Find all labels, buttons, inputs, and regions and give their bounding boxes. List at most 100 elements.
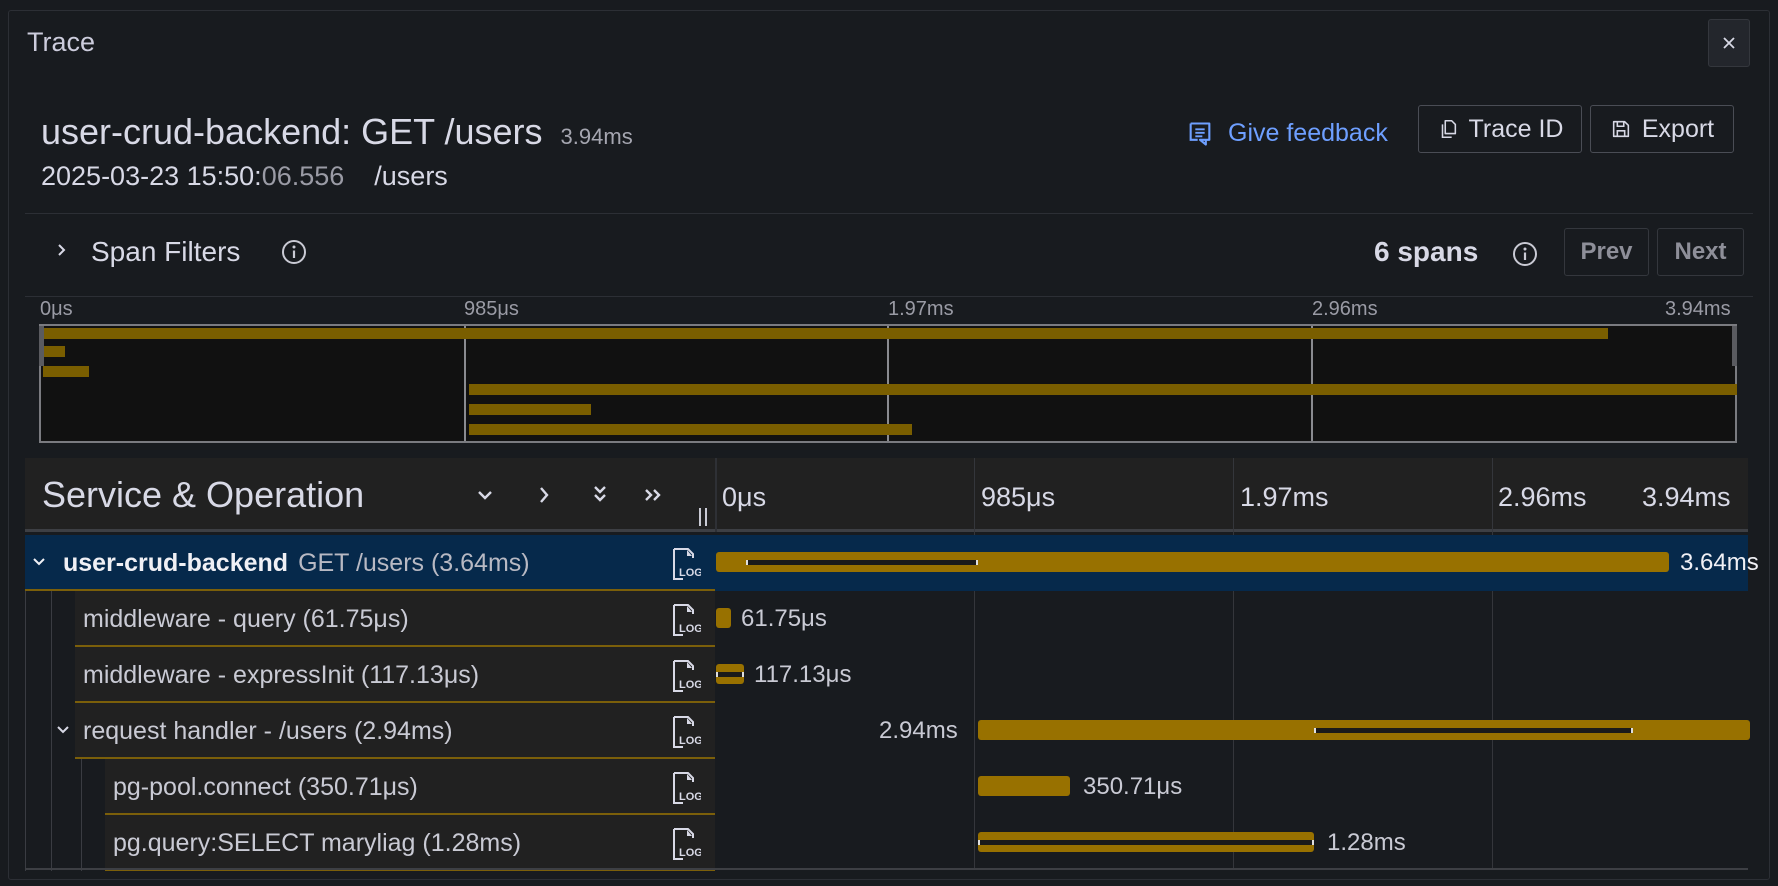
prev-button[interactable]: Prev bbox=[1564, 228, 1649, 276]
span-name-cell[interactable]: user-crud-backend GET /users (3.64ms) LOG bbox=[25, 535, 715, 591]
log-icon[interactable]: LOG bbox=[671, 827, 701, 861]
span-name-cell[interactable]: request handler - /users (2.94ms) LOG bbox=[57, 703, 715, 759]
span-bar[interactable] bbox=[978, 832, 1314, 852]
log-icon[interactable]: LOG bbox=[671, 603, 701, 637]
span-bar[interactable] bbox=[716, 552, 1669, 572]
table-bottom-border bbox=[25, 868, 1748, 870]
operation-name: pg-pool.connect (350.71μs) bbox=[113, 773, 418, 801]
span-name-cell[interactable]: middleware - query (61.75μs) LOG bbox=[75, 591, 715, 647]
next-button[interactable]: Next bbox=[1657, 228, 1744, 276]
span-timeline-cell[interactable]: 1.28ms bbox=[715, 815, 1748, 871]
span-timeline-cell[interactable]: 61.75μs bbox=[715, 591, 1748, 647]
close-button[interactable] bbox=[1708, 19, 1750, 67]
span-timeline-cell[interactable]: 3.64ms bbox=[715, 535, 1759, 591]
log-icon[interactable]: LOG bbox=[671, 659, 701, 693]
span-duration-label: 117.13μs bbox=[754, 661, 852, 688]
svg-text:LOG: LOG bbox=[679, 847, 701, 859]
minimap-span-bar bbox=[43, 366, 89, 377]
trace-minimap[interactable] bbox=[39, 324, 1737, 443]
minimap-gridline bbox=[464, 326, 466, 441]
span-row[interactable]: pg-pool.connect (350.71μs) LOG 350.71μs bbox=[25, 759, 1748, 815]
collapse-all-icon[interactable] bbox=[587, 482, 613, 508]
svg-text:LOG: LOG bbox=[679, 567, 701, 579]
column-title-service-operation: Service & Operation bbox=[42, 474, 365, 515]
span-row[interactable]: pg.query:SELECT maryliag (1.28ms) LOG 1.… bbox=[25, 815, 1748, 871]
info-icon[interactable] bbox=[1511, 240, 1539, 268]
table-header: Service & Operation 0μs 985μs 1.97ms 2.9… bbox=[25, 458, 1748, 532]
span-self-time bbox=[716, 672, 744, 677]
log-icon[interactable]: LOG bbox=[671, 771, 701, 805]
trace-name: user-crud-backend: GET /users bbox=[41, 111, 543, 152]
span-row[interactable]: middleware - query (61.75μs) LOG 61.75μs bbox=[25, 591, 1748, 647]
span-bar[interactable] bbox=[716, 664, 744, 684]
info-icon[interactable] bbox=[280, 238, 308, 266]
log-icon[interactable]: LOG bbox=[671, 547, 701, 581]
minimap-gridline bbox=[1311, 326, 1313, 441]
minimap-gridline bbox=[887, 326, 889, 441]
span-duration-label: 1.28ms bbox=[1327, 829, 1406, 856]
chevron-down-icon[interactable] bbox=[31, 553, 47, 569]
span-duration-label: 3.64ms bbox=[1680, 549, 1759, 576]
span-filters-toggle[interactable]: Span Filters bbox=[91, 236, 241, 267]
span-row[interactable]: middleware - expressInit (117.13μs) LOG … bbox=[25, 647, 1748, 703]
give-feedback-link[interactable]: Give feedback bbox=[1186, 119, 1388, 148]
operation-name: request handler - /users (2.94ms) bbox=[83, 717, 453, 745]
timeline-tick: 0μs bbox=[722, 482, 767, 512]
minimap-tick: 3.94ms bbox=[1665, 298, 1731, 320]
collapse-one-icon[interactable] bbox=[472, 482, 498, 508]
span-name-cell[interactable]: pg-pool.connect (350.71μs) LOG bbox=[105, 759, 715, 815]
log-icon[interactable]: LOG bbox=[671, 715, 701, 749]
span-timeline-cell[interactable]: 117.13μs bbox=[715, 647, 1748, 703]
minimap-span-bar bbox=[43, 346, 65, 357]
minimap-right-handle[interactable] bbox=[1732, 326, 1737, 366]
divider bbox=[25, 296, 1753, 297]
span-bar[interactable] bbox=[978, 720, 1750, 740]
span-self-time bbox=[746, 560, 978, 565]
timeline-gridline bbox=[1492, 458, 1493, 532]
close-icon bbox=[1723, 37, 1735, 49]
timeline-tick: 3.94ms bbox=[1642, 482, 1731, 512]
timeline-gridline bbox=[1233, 458, 1234, 532]
span-count: 6 spans bbox=[1374, 236, 1479, 267]
minimap-span-bar bbox=[469, 424, 912, 435]
export-button[interactable]: Export bbox=[1590, 105, 1734, 153]
span-row[interactable]: request handler - /users (2.94ms) LOG 2.… bbox=[25, 703, 1750, 759]
svg-text:LOG: LOG bbox=[679, 735, 701, 747]
timeline-gridline bbox=[974, 532, 975, 870]
minimap-tick: 985μs bbox=[464, 298, 519, 320]
minimap-tick: 2.96ms bbox=[1312, 298, 1378, 320]
trace-url: /users bbox=[374, 161, 448, 191]
span-name-cell[interactable]: middleware - expressInit (117.13μs) LOG bbox=[75, 647, 715, 703]
span-row[interactable]: user-crud-backend GET /users (3.64ms) LOG… bbox=[25, 535, 1759, 591]
span-bar[interactable] bbox=[978, 776, 1070, 796]
span-filters-bar: Span Filters 6 spans Prev Next bbox=[25, 214, 1753, 296]
span-self-time bbox=[1314, 728, 1633, 733]
expand-all-icon[interactable] bbox=[641, 482, 667, 508]
span-name-cell[interactable]: pg.query:SELECT maryliag (1.28ms) LOG bbox=[105, 815, 715, 871]
expand-one-icon[interactable] bbox=[531, 482, 557, 508]
operation-name: middleware - query (61.75μs) bbox=[83, 605, 409, 633]
column-resize-handle[interactable] bbox=[699, 508, 709, 526]
trace-duration: 3.94ms bbox=[560, 124, 633, 149]
minimap-span-bar bbox=[43, 328, 1608, 339]
timeline-tick: 2.96ms bbox=[1498, 482, 1587, 512]
timeline-tick: 1.97ms bbox=[1240, 482, 1329, 512]
trace-id-button[interactable]: Trace ID bbox=[1418, 105, 1582, 153]
span-timeline-cell[interactable]: 2.94ms bbox=[715, 703, 1750, 759]
svg-text:LOG: LOG bbox=[679, 623, 701, 635]
chevron-down-icon[interactable] bbox=[55, 721, 71, 737]
minimap-left-handle[interactable] bbox=[39, 326, 44, 366]
minimap-tick: 0μs bbox=[40, 298, 73, 320]
service-name: user-crud-backend bbox=[63, 549, 289, 577]
timeline-tick: 985μs bbox=[981, 482, 1056, 512]
timeline-gridline bbox=[974, 458, 975, 532]
panel-title: Trace bbox=[27, 27, 96, 57]
feedback-label: Give feedback bbox=[1228, 119, 1388, 147]
span-duration-label: 2.94ms bbox=[879, 717, 958, 744]
trace-title: user-crud-backend: GET /users 3.94ms bbox=[41, 111, 633, 153]
chevron-right-icon[interactable] bbox=[53, 238, 71, 262]
operation-name: middleware - expressInit (117.13μs) bbox=[83, 661, 480, 689]
copy-icon bbox=[1441, 119, 1456, 139]
span-timeline-cell[interactable]: 350.71μs bbox=[715, 759, 1748, 815]
span-bar[interactable] bbox=[716, 608, 731, 628]
